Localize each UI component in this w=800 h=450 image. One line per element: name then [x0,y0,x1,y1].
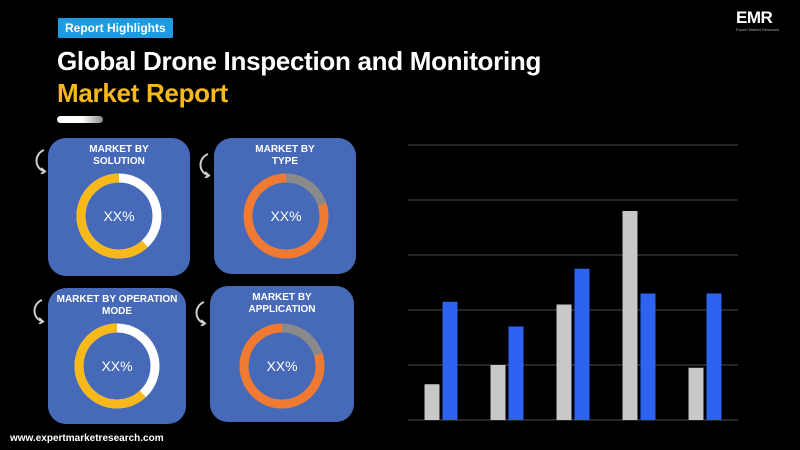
logo-mark: EMR [736,8,773,27]
page-subtitle: Market Report [57,78,228,108]
bar-series-1-2 [490,365,506,420]
card-label: MARKET BY OPERATION MODE [56,294,178,317]
rotate-arrow-icon [199,153,211,178]
market-card-solution: MARKET BY SOLUTION XX% [48,138,190,276]
percentage-value: XX% [101,358,132,374]
donut-chart: XX% [243,173,329,259]
bar-series-1-3 [556,304,572,420]
rotate-arrow-icon [33,299,45,324]
card-label: MARKET BY APPLICATION [248,292,316,315]
bar-series-1-5 [688,367,704,420]
card-label: MARKET BY SOLUTION [89,144,149,167]
percentage-value: XX% [270,208,301,224]
bar-series-1-4 [622,211,638,420]
bar-series-2-1 [442,301,458,420]
page-title: Global Drone Inspection and Monitoring [57,46,542,76]
logo-tagline: Expert Market Research [736,27,780,32]
emr-logo: EMR Expert Market Research [736,8,792,38]
bar-series-2-5 [706,293,722,420]
donut-chart: XX% [76,173,162,259]
report-highlights-badge: Report Highlights [58,18,173,38]
rotate-arrow-icon [35,149,47,174]
card-label: MARKET BY TYPE [255,144,315,167]
website-url: www.expertmarketresearch.com [10,433,164,444]
market-card-type: MARKET BY TYPE XX% [214,138,356,274]
donut-chart: XX% [74,323,160,409]
bar-series-2-2 [508,326,524,420]
market-card-application: MARKET BY APPLICATION XX% [210,286,354,422]
bar-series-1-1 [424,384,440,420]
percentage-value: XX% [266,358,297,374]
donut-chart: XX% [239,323,325,409]
market-card-operation-mode: MARKET BY OPERATION MODE XX% [48,288,186,424]
title-underline-pill [57,116,103,123]
bar-series-2-3 [574,268,590,420]
percentage-value: XX% [103,208,134,224]
rotate-arrow-icon [195,301,207,326]
bar-series-2-4 [640,293,656,420]
